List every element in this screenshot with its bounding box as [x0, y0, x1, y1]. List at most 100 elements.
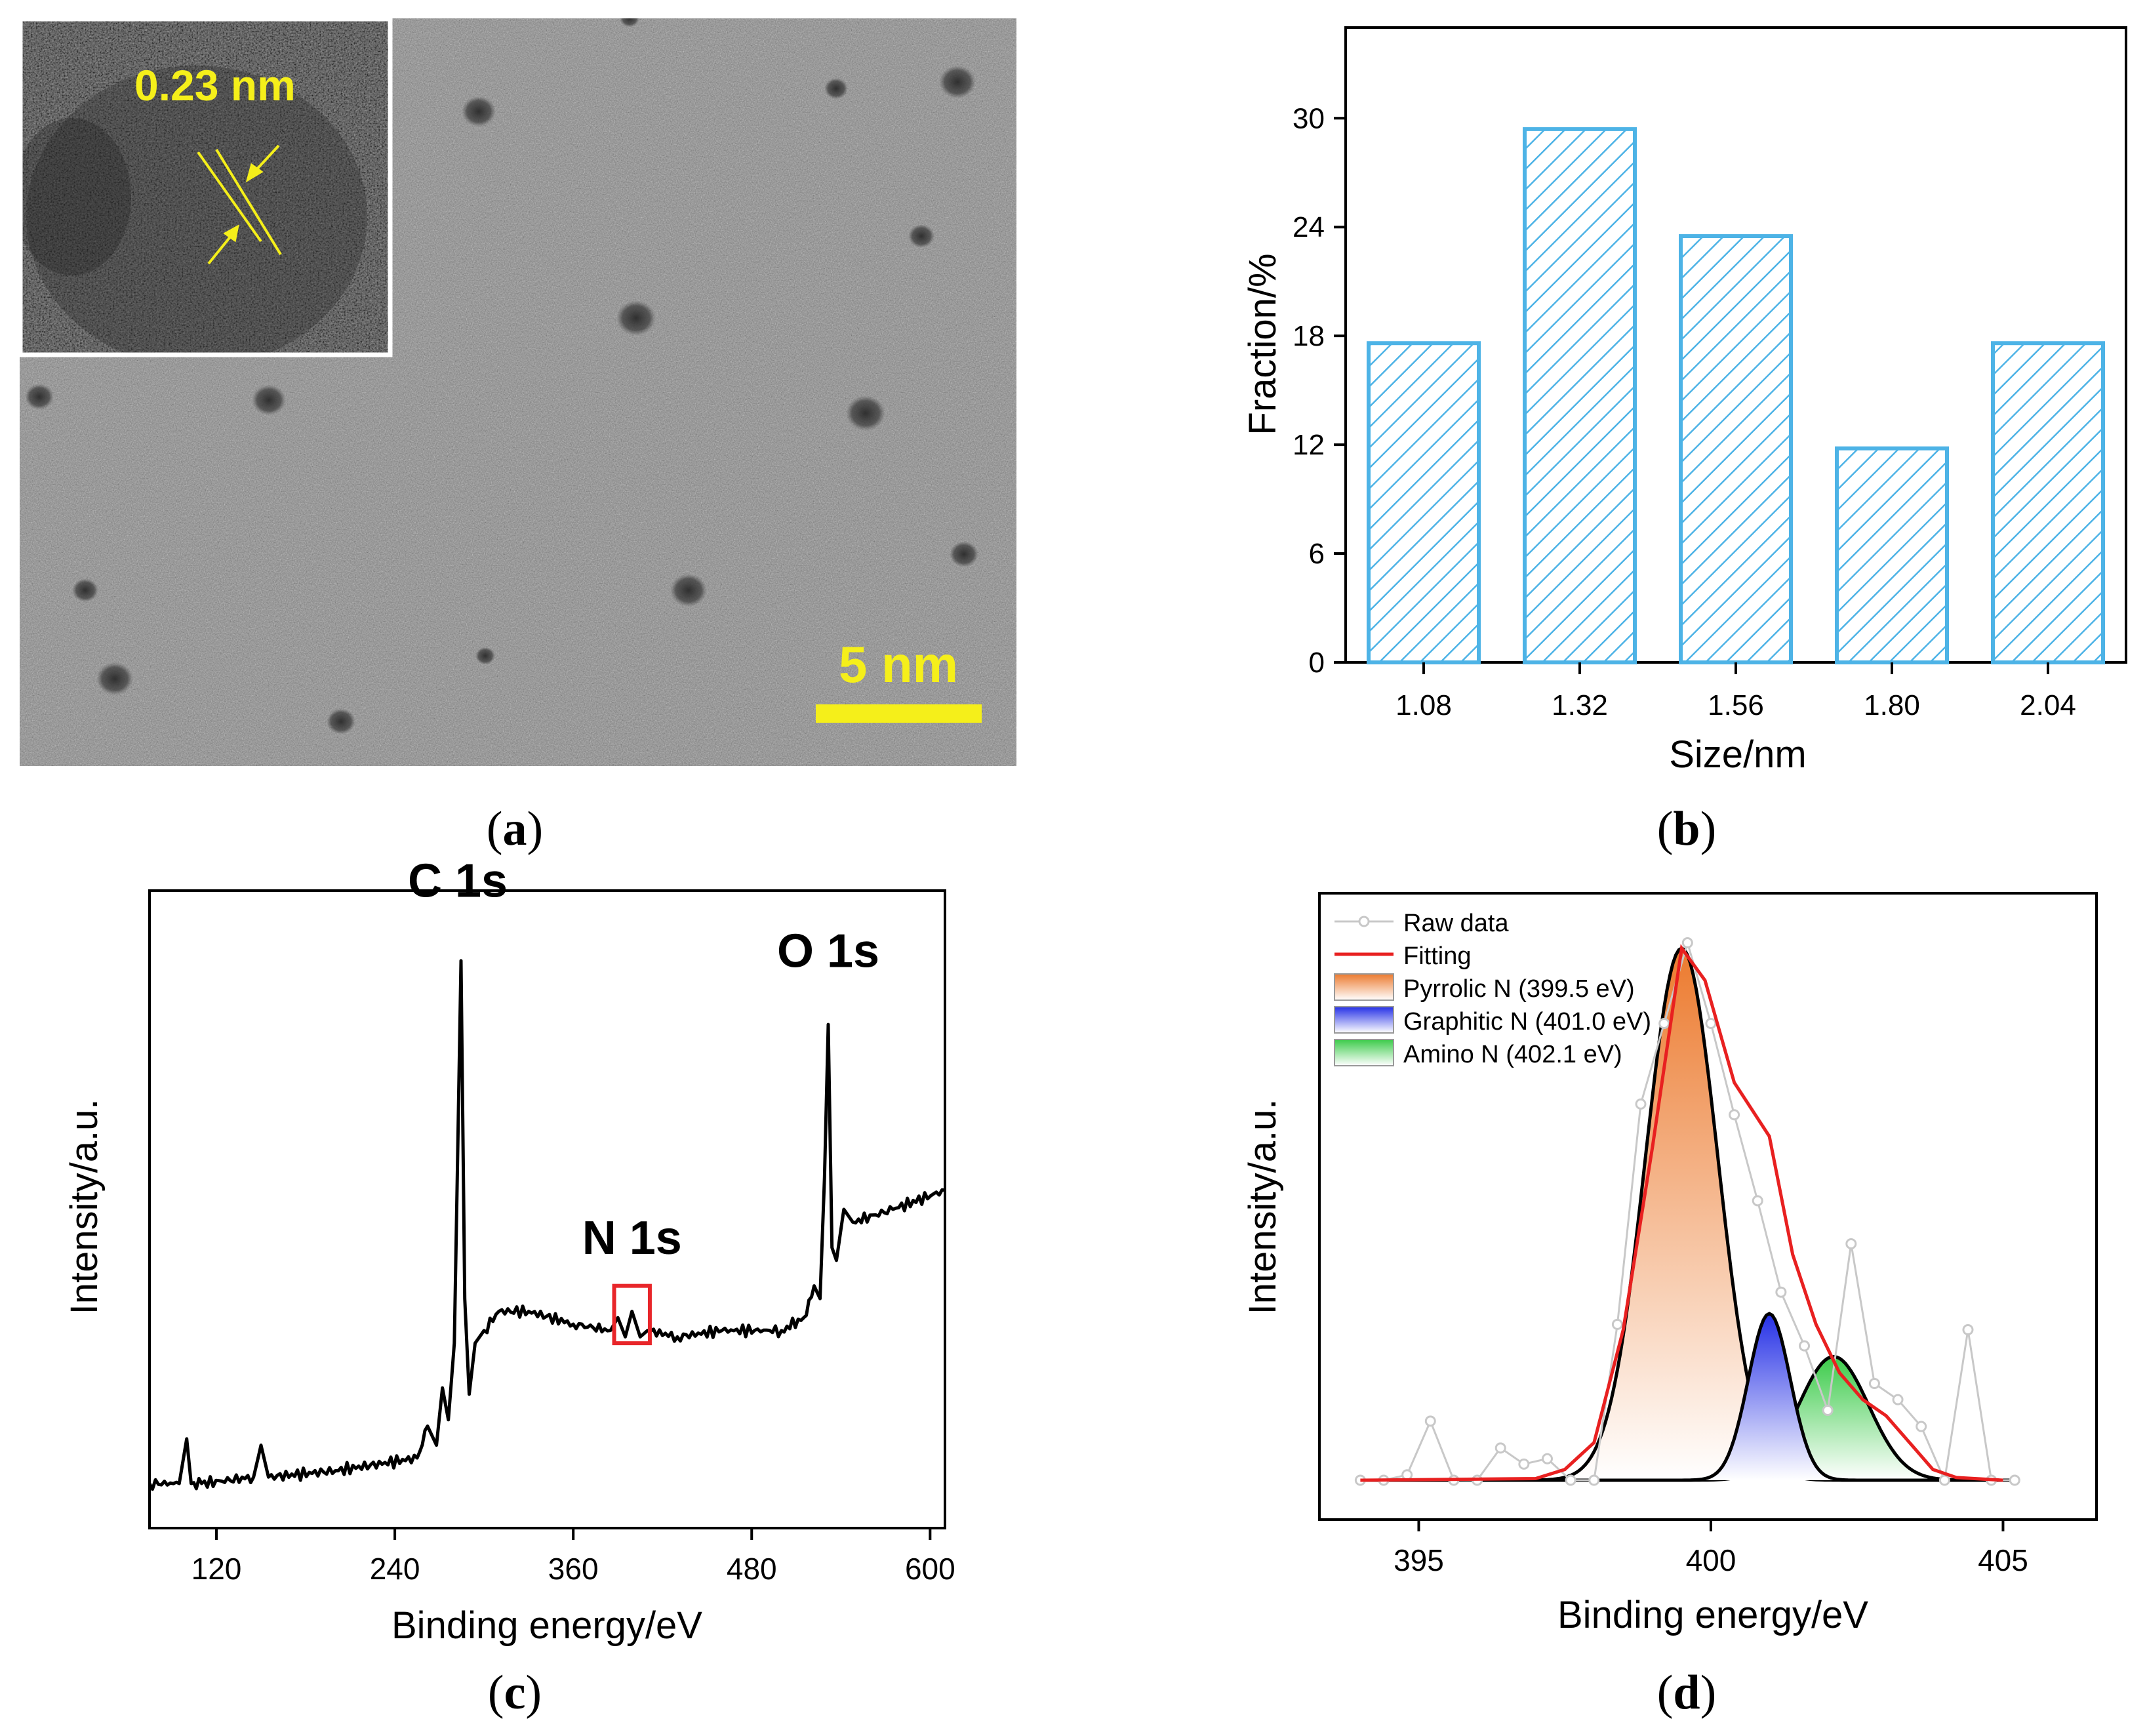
b-bar — [1991, 341, 2105, 665]
b-y-axis-label: Fraction/% — [1241, 253, 1284, 435]
raw-data-point — [1822, 1404, 1834, 1416]
legend-label: Fitting — [1403, 942, 1471, 970]
raw-data-point — [1681, 937, 1693, 949]
raw-data-point — [1565, 1474, 1576, 1486]
nanoparticle — [620, 18, 639, 28]
raw-data-point — [1401, 1469, 1413, 1481]
panel-c-xps-survey: 120 240 360 480 600 C 1s N 1s O 1s Binding ene… — [63, 855, 955, 1720]
nanoparticle — [670, 573, 707, 607]
nanoparticle — [950, 541, 978, 567]
c-x-tick-label: 360 — [548, 1552, 599, 1586]
d-plot-frame — [1318, 892, 2098, 1521]
d-x-axis-ticks: 395 400 405 — [1394, 1520, 2028, 1577]
b-bar — [1835, 446, 1949, 664]
legend-label: Amino N (402.1 eV) — [1403, 1041, 1622, 1068]
caption-b-letter: b — [1673, 802, 1700, 856]
raw-data-point — [1868, 1378, 1880, 1389]
nanoparticle — [462, 96, 496, 127]
d-x-axis-label: Binding energy/eV — [1557, 1594, 1868, 1636]
b-y-tick-label: 12 — [1293, 429, 1325, 461]
d-x-tick-label: 395 — [1394, 1543, 1444, 1577]
legend-label: Raw data — [1403, 910, 1509, 937]
raw-data-point — [1705, 1017, 1717, 1029]
b-y-tick-label: 30 — [1293, 102, 1325, 134]
scale-bar-line — [816, 704, 982, 723]
c-peak-label: C 1s — [408, 855, 508, 908]
hrtem-inset: 0.23 nm — [18, 16, 393, 357]
c-x-axis-label: Binding energy/eV — [391, 1604, 702, 1647]
legend-raw-marker — [1358, 916, 1370, 927]
legend-peak-swatch — [1334, 1039, 1394, 1066]
b-y-tick-label: 18 — [1293, 320, 1325, 352]
c-plot-frame — [148, 889, 946, 1529]
panel-a-tem-image: 0.23 nm 5 nm (a) — [18, 16, 1016, 856]
raw-data-point — [2009, 1474, 2020, 1486]
raw-data-point — [1635, 1098, 1647, 1110]
raw-data-point — [1799, 1340, 1811, 1352]
c-x-tick-label: 240 — [370, 1552, 420, 1586]
b-x-tick-label: 1.08 — [1395, 689, 1452, 721]
raw-data-point — [1495, 1442, 1506, 1454]
raw-data-point — [1775, 1286, 1787, 1298]
c-x-axis-ticks: 120 240 360 480 600 — [191, 1528, 955, 1586]
n1s-highlight-box — [612, 1283, 652, 1346]
raw-data-point — [1658, 1017, 1670, 1029]
caption-b: (b) — [1657, 802, 1716, 856]
b-bar — [1679, 234, 1793, 664]
b-bar — [1523, 127, 1637, 664]
b-x-tick-label: 1.56 — [1708, 689, 1764, 721]
legend-peak-swatch — [1334, 1006, 1394, 1034]
nanoparticle — [939, 65, 976, 99]
c-x-tick-label: 600 — [905, 1552, 955, 1586]
b-y-tick-label: 24 — [1293, 211, 1325, 243]
c-peak-label: N 1s — [582, 1212, 682, 1264]
c-x-tick-label: 480 — [727, 1552, 777, 1586]
b-x-tick-label: 1.32 — [1552, 689, 1608, 721]
b-bar — [1367, 341, 1481, 665]
nanoparticle — [72, 578, 98, 602]
d-legend: Raw data Fitting Pyrrolic N (399.5 eV) Grap… — [1334, 910, 1651, 1068]
raw-data-point — [1962, 1324, 1974, 1336]
b-y-tick-label: 0 — [1309, 647, 1325, 679]
nanoparticle — [96, 662, 133, 696]
caption-c: (c) — [488, 1666, 542, 1720]
c-peak-labels: C 1s N 1s O 1s — [408, 855, 879, 1264]
legend-peak-swatch — [1334, 973, 1394, 1001]
raw-data-point — [1845, 1238, 1857, 1249]
lattice-fringe-marker — [197, 144, 282, 265]
b-bars — [1367, 127, 2105, 665]
d-y-axis-label: Intensity/a.u. — [1241, 1099, 1284, 1315]
nanoparticle — [252, 384, 286, 416]
c-y-axis-label: Intensity/a.u. — [63, 1099, 106, 1315]
caption-a-letter: a — [503, 802, 527, 856]
caption-d: (d) — [1657, 1666, 1716, 1720]
b-x-tick-label: 2.04 — [2020, 689, 2076, 721]
nanoparticle — [327, 708, 355, 735]
scale-bar-label: 5 nm — [839, 636, 958, 693]
c-survey-line — [148, 959, 946, 1491]
raw-data-point — [1729, 1109, 1740, 1121]
scale-bar: 5 nm — [816, 636, 982, 723]
raw-data-point — [1938, 1474, 1950, 1486]
raw-data-points — [1354, 937, 2020, 1486]
nanoparticle — [25, 384, 54, 410]
nanoparticle — [908, 224, 934, 248]
b-y-tick-label: 6 — [1309, 538, 1325, 570]
b-x-tick-label: 1.80 — [1864, 689, 1920, 721]
nanoparticle — [824, 77, 848, 100]
c-x-tick-label: 120 — [191, 1552, 242, 1586]
d-x-tick-label: 400 — [1686, 1543, 1736, 1577]
panel-d-n1s-spectrum: 395 400 405 Raw data Fitting Pyrrolic N (399… — [1241, 892, 2098, 1720]
c-peak-label: O 1s — [777, 925, 879, 978]
raw-data-point — [1611, 1318, 1623, 1330]
nanoparticle — [475, 647, 495, 665]
raw-data-point — [1424, 1415, 1436, 1427]
caption-c-letter: c — [504, 1666, 526, 1720]
b-x-axis-ticks: 1.08 1.32 1.56 1.80 2.04 — [1395, 662, 2076, 721]
caption-d-letter: d — [1673, 1666, 1700, 1720]
legend-label: Pyrrolic N (399.5 eV) — [1403, 975, 1635, 1003]
raw-data-point — [1916, 1421, 1927, 1432]
nanoparticle-dots — [25, 18, 978, 735]
